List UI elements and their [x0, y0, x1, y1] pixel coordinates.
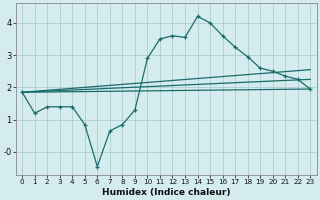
X-axis label: Humidex (Indice chaleur): Humidex (Indice chaleur): [102, 188, 230, 197]
